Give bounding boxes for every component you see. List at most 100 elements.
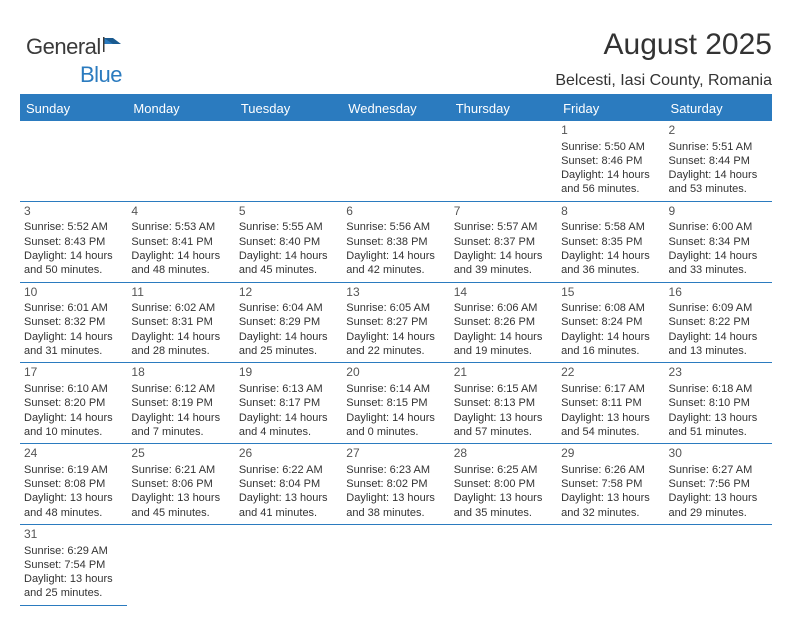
- calendar-cell: 20Sunrise: 6:14 AMSunset: 8:15 PMDayligh…: [342, 363, 449, 444]
- day-info: and 53 minutes.: [669, 182, 768, 196]
- day-number: 5: [239, 204, 338, 220]
- calendar-cell: 29Sunrise: 6:26 AMSunset: 7:58 PMDayligh…: [557, 444, 664, 525]
- calendar-body: 1Sunrise: 5:50 AMSunset: 8:46 PMDaylight…: [20, 121, 772, 605]
- calendar-cell: [665, 524, 772, 605]
- day-info: and 35 minutes.: [454, 506, 553, 520]
- day-info: Sunset: 8:26 PM: [454, 315, 553, 329]
- day-info: Sunrise: 6:02 AM: [131, 301, 230, 315]
- day-header: Wednesday: [342, 96, 449, 121]
- day-info: and 25 minutes.: [24, 586, 123, 600]
- day-info: Sunset: 8:08 PM: [24, 477, 123, 491]
- day-info: and 7 minutes.: [131, 425, 230, 439]
- day-number: 17: [24, 365, 123, 381]
- day-info: Daylight: 13 hours: [454, 411, 553, 425]
- logo-text-2: Blue: [80, 62, 122, 87]
- day-info: Sunset: 8:10 PM: [669, 396, 768, 410]
- calendar-cell: [450, 121, 557, 201]
- day-info: Daylight: 14 hours: [669, 168, 768, 182]
- day-info: Sunrise: 6:10 AM: [24, 382, 123, 396]
- calendar-table: SundayMondayTuesdayWednesdayThursdayFrid…: [20, 96, 772, 606]
- calendar-row: 10Sunrise: 6:01 AMSunset: 8:32 PMDayligh…: [20, 282, 772, 363]
- day-info: Daylight: 14 hours: [454, 330, 553, 344]
- day-info: and 25 minutes.: [239, 344, 338, 358]
- flag-icon: [103, 35, 125, 58]
- day-info: Daylight: 14 hours: [24, 249, 123, 263]
- day-info: Daylight: 13 hours: [561, 491, 660, 505]
- calendar-cell: 12Sunrise: 6:04 AMSunset: 8:29 PMDayligh…: [235, 282, 342, 363]
- day-info: and 13 minutes.: [669, 344, 768, 358]
- calendar-row: 17Sunrise: 6:10 AMSunset: 8:20 PMDayligh…: [20, 363, 772, 444]
- calendar-cell: [557, 524, 664, 605]
- calendar-cell: [235, 524, 342, 605]
- calendar-cell: [450, 524, 557, 605]
- calendar-cell: [127, 121, 234, 201]
- calendar-cell: 2Sunrise: 5:51 AMSunset: 8:44 PMDaylight…: [665, 121, 772, 201]
- day-info: Daylight: 14 hours: [239, 330, 338, 344]
- calendar-cell: 24Sunrise: 6:19 AMSunset: 8:08 PMDayligh…: [20, 444, 127, 525]
- day-number: 4: [131, 204, 230, 220]
- day-info: and 38 minutes.: [346, 506, 445, 520]
- day-info: Sunset: 8:32 PM: [24, 315, 123, 329]
- day-info: Sunset: 8:43 PM: [24, 235, 123, 249]
- day-info: Sunset: 8:06 PM: [131, 477, 230, 491]
- day-info: Sunrise: 6:26 AM: [561, 463, 660, 477]
- day-header: Tuesday: [235, 96, 342, 121]
- day-number: 3: [24, 204, 123, 220]
- day-info: Daylight: 14 hours: [561, 249, 660, 263]
- day-info: Sunset: 8:34 PM: [669, 235, 768, 249]
- day-info: Daylight: 14 hours: [561, 168, 660, 182]
- day-info: Daylight: 13 hours: [346, 491, 445, 505]
- day-number: 22: [561, 365, 660, 381]
- day-info: Sunrise: 5:53 AM: [131, 220, 230, 234]
- calendar-cell: [127, 524, 234, 605]
- day-header: Friday: [557, 96, 664, 121]
- day-number: 1: [561, 123, 660, 139]
- day-number: 25: [131, 446, 230, 462]
- day-info: Sunrise: 6:25 AM: [454, 463, 553, 477]
- day-info: Daylight: 14 hours: [131, 249, 230, 263]
- day-info: Daylight: 14 hours: [346, 249, 445, 263]
- day-info: Sunrise: 5:51 AM: [669, 140, 768, 154]
- day-info: Sunset: 8:46 PM: [561, 154, 660, 168]
- day-info: Sunset: 8:17 PM: [239, 396, 338, 410]
- day-info: and 28 minutes.: [131, 344, 230, 358]
- day-info: Sunrise: 6:04 AM: [239, 301, 338, 315]
- day-info: Sunrise: 6:09 AM: [669, 301, 768, 315]
- day-number: 31: [24, 527, 123, 543]
- day-info: and 29 minutes.: [669, 506, 768, 520]
- day-info: Sunrise: 5:57 AM: [454, 220, 553, 234]
- day-info: Sunrise: 6:29 AM: [24, 544, 123, 558]
- calendar-cell: 31Sunrise: 6:29 AMSunset: 7:54 PMDayligh…: [20, 524, 127, 605]
- day-info: and 22 minutes.: [346, 344, 445, 358]
- day-info: Daylight: 14 hours: [24, 411, 123, 425]
- day-info: Sunrise: 6:19 AM: [24, 463, 123, 477]
- day-number: 7: [454, 204, 553, 220]
- day-number: 29: [561, 446, 660, 462]
- day-number: 13: [346, 285, 445, 301]
- calendar-cell: [235, 121, 342, 201]
- day-number: 15: [561, 285, 660, 301]
- day-info: Sunset: 8:02 PM: [346, 477, 445, 491]
- calendar-cell: 13Sunrise: 6:05 AMSunset: 8:27 PMDayligh…: [342, 282, 449, 363]
- calendar-cell: 7Sunrise: 5:57 AMSunset: 8:37 PMDaylight…: [450, 201, 557, 282]
- day-info: Sunrise: 6:15 AM: [454, 382, 553, 396]
- calendar-cell: 16Sunrise: 6:09 AMSunset: 8:22 PMDayligh…: [665, 282, 772, 363]
- day-info: Daylight: 13 hours: [454, 491, 553, 505]
- day-header: Monday: [127, 96, 234, 121]
- day-header: Thursday: [450, 96, 557, 121]
- day-info: Sunrise: 6:17 AM: [561, 382, 660, 396]
- day-info: Sunrise: 6:23 AM: [346, 463, 445, 477]
- day-info: Daylight: 13 hours: [669, 411, 768, 425]
- day-info: Sunset: 8:19 PM: [131, 396, 230, 410]
- day-header-row: SundayMondayTuesdayWednesdayThursdayFrid…: [20, 96, 772, 121]
- calendar-cell: 23Sunrise: 6:18 AMSunset: 8:10 PMDayligh…: [665, 363, 772, 444]
- calendar-cell: 26Sunrise: 6:22 AMSunset: 8:04 PMDayligh…: [235, 444, 342, 525]
- day-info: Daylight: 14 hours: [346, 411, 445, 425]
- day-info: Sunset: 8:38 PM: [346, 235, 445, 249]
- day-info: and 48 minutes.: [131, 263, 230, 277]
- day-info: Daylight: 13 hours: [24, 491, 123, 505]
- calendar-cell: 11Sunrise: 6:02 AMSunset: 8:31 PMDayligh…: [127, 282, 234, 363]
- day-info: Daylight: 14 hours: [669, 249, 768, 263]
- day-info: Sunrise: 6:27 AM: [669, 463, 768, 477]
- day-info: and 42 minutes.: [346, 263, 445, 277]
